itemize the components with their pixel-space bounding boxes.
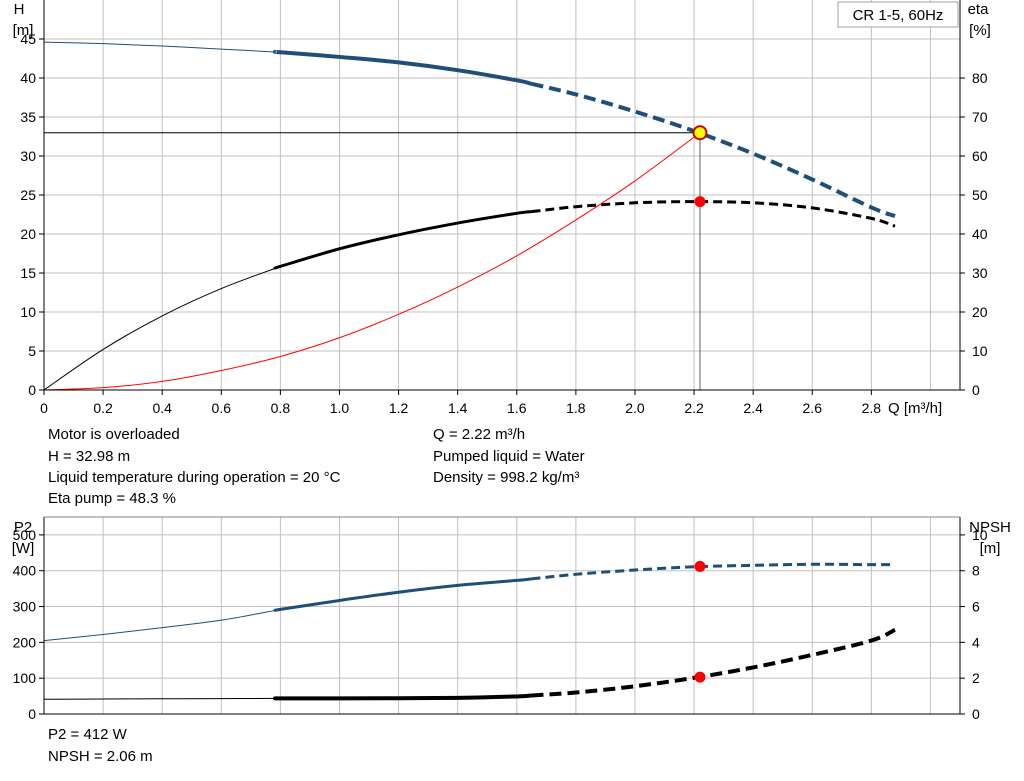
top-x-tick-label: 2.8 bbox=[862, 400, 882, 416]
top-y-tick-label: 20 bbox=[20, 226, 36, 242]
top-x-tick-label: 2.4 bbox=[743, 400, 763, 416]
bottom-gridlines bbox=[44, 517, 960, 714]
head-axis-unit: [m] bbox=[13, 22, 34, 39]
npsh-curve-thin bbox=[43, 697, 278, 700]
operating-point-marker bbox=[692, 125, 708, 141]
top-y-tick-label: 0 bbox=[28, 382, 36, 398]
bottom-y2-tick-label: 4 bbox=[972, 634, 980, 650]
top-y-tick-label: 45 bbox=[20, 31, 36, 47]
bottom-y-tick-label: 200 bbox=[13, 634, 37, 650]
p2-curve-dash bbox=[531, 562, 895, 581]
top-x-tick-label: 0.8 bbox=[271, 400, 291, 416]
top-y2-tick-label: 20 bbox=[972, 304, 988, 320]
bottom-y-tick-label: 500 bbox=[13, 527, 37, 543]
head-axis-label: H bbox=[14, 1, 25, 18]
top-axes: 0 5 10 15 20 25 30 35 40 45 0 10 20 30 40 50 60 70 80 0 0.2 0… bbox=[20, 0, 988, 416]
head-curve-solid bbox=[273, 49, 533, 86]
top-x-tick-label: 1.0 bbox=[330, 400, 350, 416]
bottom-y-tick-label: 300 bbox=[13, 599, 37, 615]
top-x-tick-label: 2.2 bbox=[684, 400, 704, 416]
eta-axis-label: eta bbox=[968, 1, 990, 18]
top-y-tick-label: 10 bbox=[20, 304, 36, 320]
flow-axis-label: Q [m³/h] bbox=[888, 400, 942, 417]
p2-curve-thin bbox=[43, 609, 278, 642]
eta-operating-marker bbox=[694, 196, 706, 208]
top-y2-tick-label: 40 bbox=[972, 226, 988, 242]
bottom-y2-tick-label: 2 bbox=[972, 670, 980, 686]
eta-axis-unit: [%] bbox=[969, 22, 991, 39]
model-badge: CR 1-5, 60Hz bbox=[853, 7, 944, 24]
info-liquid-temperature: Liquid temperature during operation = 20… bbox=[48, 469, 341, 486]
npsh-operating-marker bbox=[694, 671, 706, 683]
top-x-tick-label: 2.6 bbox=[803, 400, 823, 416]
head-curve-dash bbox=[531, 81, 896, 218]
bottom-y-tick-label: 400 bbox=[13, 563, 37, 579]
top-x-tick-label: 0.4 bbox=[152, 400, 172, 416]
top-y-tick-label: 40 bbox=[20, 70, 36, 86]
top-y2-tick-label: 80 bbox=[972, 70, 988, 86]
power-axis-unit: [W] bbox=[12, 540, 35, 557]
top-y-tick-label: 30 bbox=[20, 148, 36, 164]
info-eta-pump: Eta pump = 48.3 % bbox=[48, 490, 176, 507]
top-x-tick-label: 1.6 bbox=[507, 400, 527, 416]
top-y-tick-label: 15 bbox=[20, 265, 36, 281]
p2-curve-solid bbox=[273, 577, 532, 612]
bottom-y2-tick-label: 10 bbox=[972, 527, 988, 543]
top-y-tick-label: 5 bbox=[28, 343, 36, 359]
top-x-tick-label: 0.6 bbox=[212, 400, 232, 416]
npsh-curve-dash bbox=[531, 628, 896, 698]
bottom-y2-tick-label: 6 bbox=[972, 599, 980, 615]
top-x-tick-label: 1.4 bbox=[448, 400, 468, 416]
top-x-tick-label: 2.0 bbox=[625, 400, 645, 416]
top-y2-tick-label: 70 bbox=[972, 109, 988, 125]
bottom-axes: 0 100 200 300 400 500 0 2 4 6 8 10 bbox=[13, 516, 988, 722]
info-motor-status: Motor is overloaded bbox=[48, 426, 180, 443]
info-p2-value: P2 = 412 W bbox=[48, 726, 128, 743]
info-pumped-liquid: Pumped liquid = Water bbox=[433, 448, 585, 465]
bottom-y-tick-label: 100 bbox=[13, 670, 37, 686]
npsh-axis-label: NPSH bbox=[969, 519, 1011, 536]
info-head-value: H = 32.98 m bbox=[48, 448, 130, 465]
bottom-y2-tick-label: 8 bbox=[972, 563, 980, 579]
top-x-tick-label: 1.2 bbox=[389, 400, 409, 416]
eta-curve-solid bbox=[273, 210, 532, 270]
top-gridlines bbox=[44, 0, 960, 390]
npsh-curve-solid bbox=[273, 693, 532, 701]
system-curve-thin bbox=[43, 132, 701, 391]
top-x-tick-label: 1.8 bbox=[566, 400, 586, 416]
eta-curve-dash bbox=[531, 200, 896, 228]
bottom-y2-tick-label: 0 bbox=[972, 706, 980, 722]
model-badge-box bbox=[837, 1, 959, 28]
top-y2-tick-label: 50 bbox=[972, 187, 988, 203]
top-x-tick-label: 0 bbox=[40, 400, 48, 416]
top-y2-tick-label: 30 bbox=[972, 265, 988, 281]
top-y-tick-label: 35 bbox=[20, 109, 36, 125]
bottom-plot bbox=[43, 560, 896, 701]
top-y2-tick-label: 10 bbox=[972, 343, 988, 359]
top-y2-tick-label: 0 bbox=[972, 382, 980, 398]
bottom-y-tick-label: 0 bbox=[28, 706, 36, 722]
info-npsh-value: NPSH = 2.06 m bbox=[48, 748, 153, 765]
top-x-tick-label: 0.2 bbox=[93, 400, 113, 416]
power-axis-label: P2 bbox=[14, 519, 32, 536]
info-density: Density = 998.2 kg/m³ bbox=[433, 469, 579, 486]
head-curve-thin bbox=[43, 41, 278, 53]
top-y2-tick-label: 60 bbox=[972, 148, 988, 164]
eta-curve-thin bbox=[43, 267, 278, 391]
npsh-axis-unit: [m] bbox=[980, 540, 1001, 557]
top-plot bbox=[43, 41, 896, 391]
top-y-tick-label: 25 bbox=[20, 187, 36, 203]
p2-operating-marker bbox=[694, 560, 706, 572]
info-flow-value: Q = 2.22 m³/h bbox=[433, 426, 525, 443]
